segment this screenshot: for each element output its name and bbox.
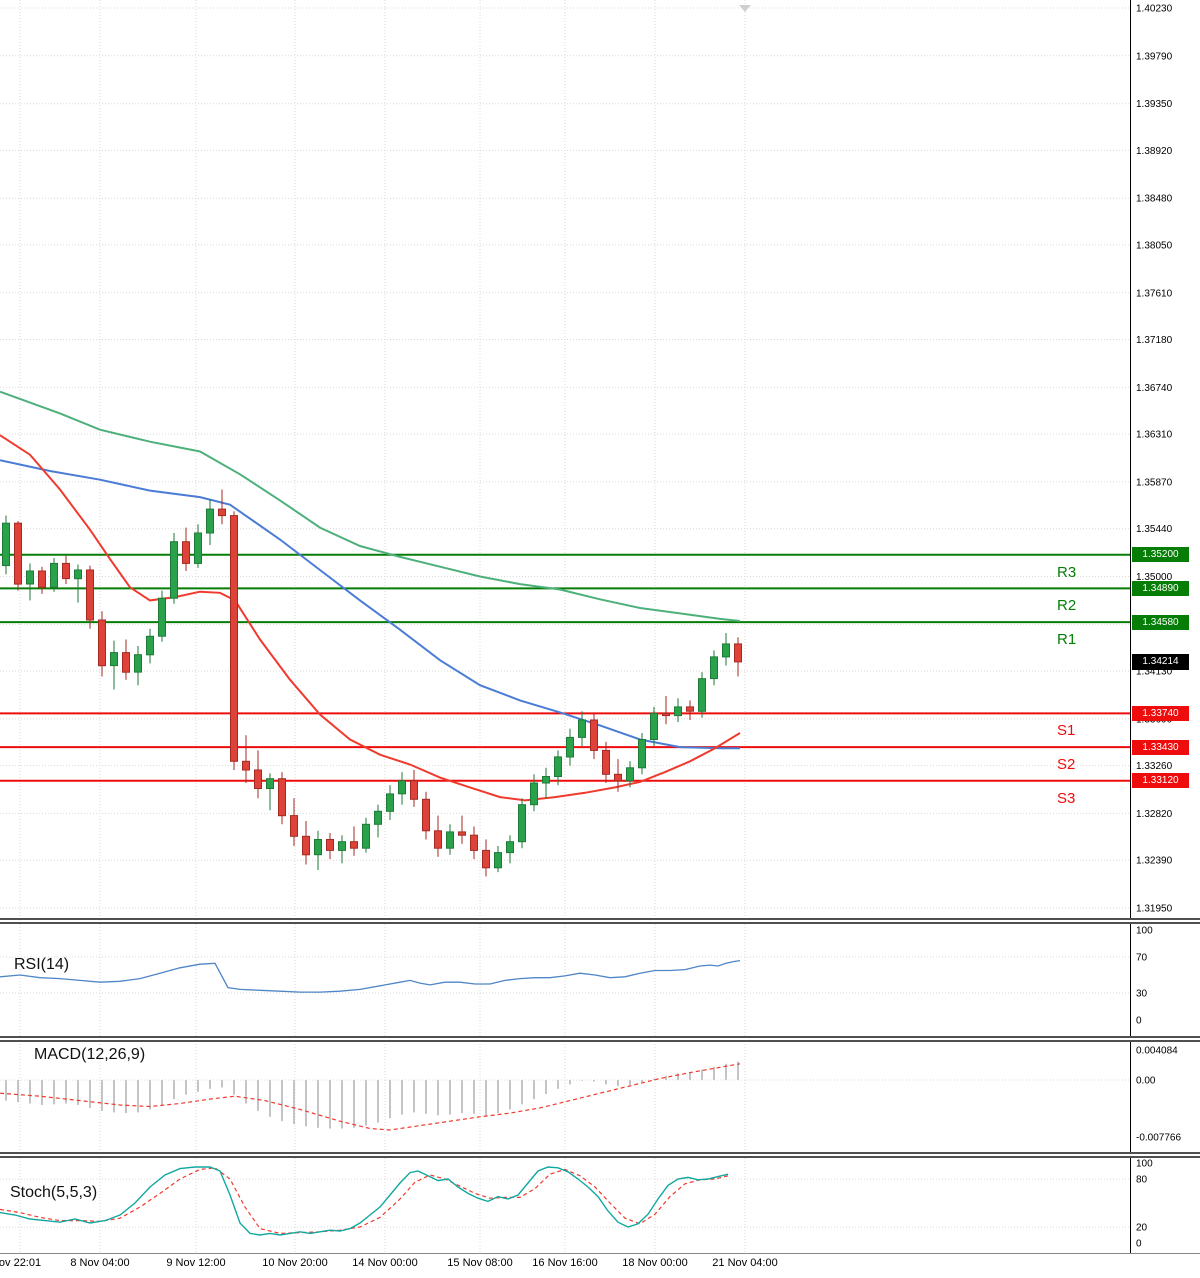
current-price-badge: 1.34214 (1132, 654, 1189, 670)
svg-text:1.33260: 1.33260 (1136, 761, 1173, 772)
svg-text:70: 70 (1136, 953, 1148, 964)
time-axis-label: ov 22:01 (0, 1257, 42, 1269)
svg-text:1.36310: 1.36310 (1136, 430, 1173, 441)
svg-text:30: 30 (1136, 989, 1148, 1000)
time-axis-label: 15 Nov 08:00 (447, 1257, 513, 1269)
svg-text:1.32820: 1.32820 (1136, 809, 1173, 820)
svg-text:1.35440: 1.35440 (1136, 524, 1173, 535)
support-label-s3: S3 (1057, 790, 1076, 807)
time-axis-label: 8 Nov 04:00 (70, 1257, 130, 1269)
svg-text:1.38480: 1.38480 (1136, 194, 1173, 205)
svg-text:1.37180: 1.37180 (1136, 335, 1173, 346)
svg-text:0: 0 (1136, 1016, 1142, 1027)
resistance-label-r1: R1 (1057, 631, 1077, 648)
macd-indicator-label: MACD(12,26,9) (34, 1046, 146, 1063)
svg-text:1.36740: 1.36740 (1136, 383, 1173, 394)
svg-text:0: 0 (1136, 1239, 1142, 1250)
support-label-s1: S1 (1057, 722, 1076, 739)
svg-text:1.39350: 1.39350 (1136, 99, 1173, 110)
chart-shift-marker (739, 5, 751, 12)
panel-separator-2[interactable] (0, 1036, 1200, 1042)
rsi-indicator-label: RSI(14) (14, 956, 70, 973)
r2-level-badge: 1.34890 (1132, 581, 1189, 596)
svg-text:1.40230: 1.40230 (1136, 4, 1173, 15)
time-axis-label: 9 Nov 12:00 (166, 1257, 226, 1269)
svg-text:0.00: 0.00 (1136, 1076, 1156, 1087)
svg-text:100: 100 (1136, 1159, 1153, 1170)
support-label-s2: S2 (1057, 756, 1076, 773)
time-axis-label: 10 Nov 20:00 (262, 1257, 328, 1269)
s3-level-badge: 1.33120 (1132, 773, 1189, 788)
svg-text:1.31950: 1.31950 (1136, 904, 1173, 915)
s2-level-badge: 1.33430 (1132, 740, 1189, 755)
svg-text:1.32390: 1.32390 (1136, 856, 1173, 867)
svg-text:20: 20 (1136, 1223, 1148, 1234)
svg-text:1.38050: 1.38050 (1136, 241, 1173, 252)
panel-separator-1[interactable] (0, 918, 1200, 924)
resistance-label-r2: R2 (1057, 597, 1077, 614)
panel-separator-3[interactable] (0, 1152, 1200, 1158)
s1-level-badge: 1.33740 (1132, 706, 1189, 721)
svg-text:1.39790: 1.39790 (1136, 51, 1173, 62)
svg-text:1.38920: 1.38920 (1136, 146, 1173, 157)
svg-text:1.35870: 1.35870 (1136, 477, 1173, 488)
r1-level-badge: 1.34580 (1132, 615, 1189, 630)
time-axis-label: 16 Nov 16:00 (532, 1257, 598, 1269)
svg-text:0.004084: 0.004084 (1136, 1046, 1178, 1057)
stoch-indicator-label: Stoch(5,5,3) (10, 1184, 98, 1201)
svg-text:1.37610: 1.37610 (1136, 288, 1173, 299)
time-axis-label: 21 Nov 04:00 (712, 1257, 778, 1269)
svg-text:1.35000: 1.35000 (1136, 572, 1173, 583)
svg-text:-0.007766: -0.007766 (1136, 1133, 1181, 1144)
svg-text:100: 100 (1136, 926, 1153, 937)
resistance-label-r3: R3 (1057, 564, 1077, 581)
r3-level-badge: 1.35200 (1132, 547, 1189, 562)
svg-text:1.34130: 1.34130 (1136, 667, 1173, 678)
time-axis-label: 18 Nov 00:00 (622, 1257, 688, 1269)
time-axis-label: 14 Nov 00:00 (352, 1257, 418, 1269)
svg-text:80: 80 (1136, 1175, 1148, 1186)
